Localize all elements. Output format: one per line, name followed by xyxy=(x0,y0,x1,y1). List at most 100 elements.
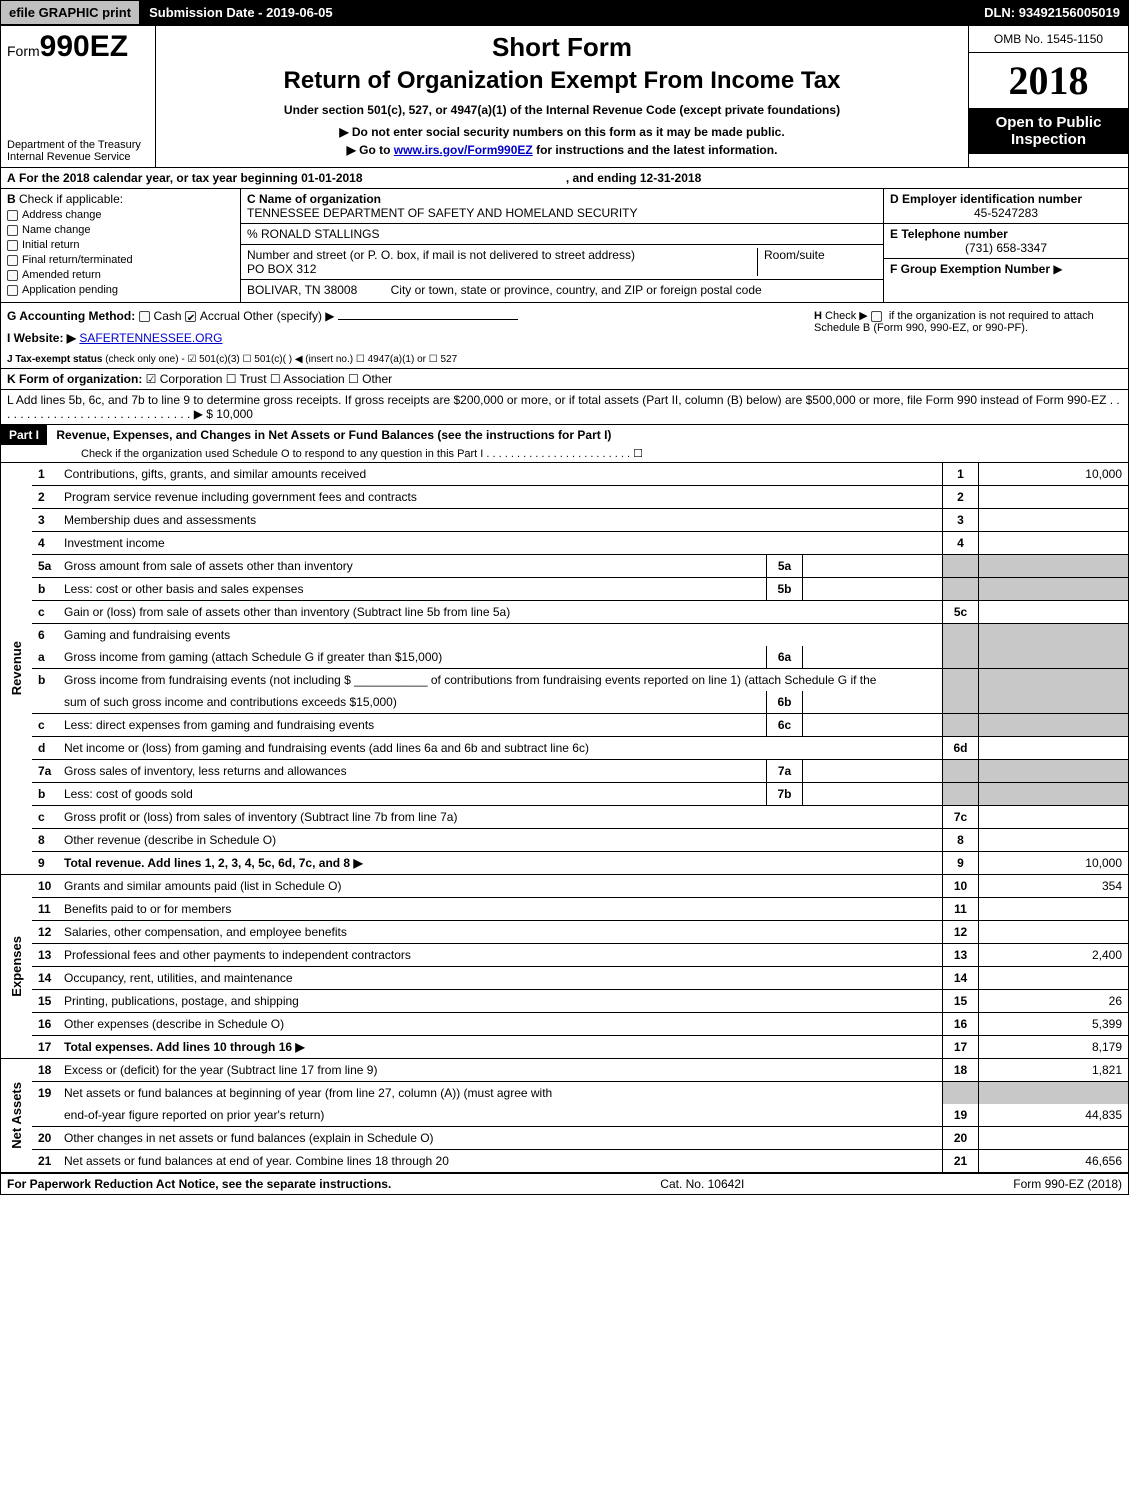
k-label: K Form of organization: xyxy=(7,372,142,386)
tax-year: 2018 xyxy=(969,53,1128,108)
right-line-value[interactable]: 10,000 xyxy=(979,852,1129,875)
mid-line-value[interactable] xyxy=(803,578,943,601)
right-line-value[interactable]: 354 xyxy=(979,875,1129,898)
open-public-2: Inspection xyxy=(973,131,1124,148)
right-line-value[interactable] xyxy=(979,1127,1129,1150)
c-addr-block: Number and street (or P. O. box, if mail… xyxy=(241,245,883,280)
mid-line-number: 5a xyxy=(767,555,803,578)
right-line-value[interactable]: 8,179 xyxy=(979,1036,1129,1059)
cat-no: Cat. No. 10642I xyxy=(660,1177,744,1191)
line-number: 14 xyxy=(32,967,58,990)
mid-line-number: 6b xyxy=(767,691,803,714)
right-line-value[interactable] xyxy=(979,829,1129,852)
line-a-label: A xyxy=(7,171,16,185)
checkbox-icon[interactable] xyxy=(7,240,18,251)
line-description: Net assets or fund balances at end of ye… xyxy=(58,1150,943,1173)
mid-line-value[interactable] xyxy=(803,555,943,578)
line-description: Professional fees and other payments to … xyxy=(58,944,943,967)
line-number: b xyxy=(32,578,58,601)
irs-link[interactable]: www.irs.gov/Form990EZ xyxy=(394,143,533,157)
right-line-number: 3 xyxy=(943,509,979,532)
d-ein-block: D Employer identification number 45-5247… xyxy=(884,189,1128,224)
checkbox-icon[interactable] xyxy=(7,225,18,236)
website-link[interactable]: SAFERTENNESSEE.ORG xyxy=(79,331,222,345)
checkbox-icon[interactable] xyxy=(7,255,18,266)
mid-line-value[interactable] xyxy=(803,760,943,783)
part1-header-row: Part I Revenue, Expenses, and Changes in… xyxy=(0,425,1129,463)
h-checkbox[interactable] xyxy=(871,311,882,322)
mid-line-number: 6c xyxy=(767,714,803,737)
other-specify-input[interactable] xyxy=(338,319,518,320)
check-initial-return[interactable]: Initial return xyxy=(7,239,234,251)
right-line-value[interactable]: 26 xyxy=(979,990,1129,1013)
mid-line-value[interactable] xyxy=(803,783,943,806)
checkbox-icon[interactable] xyxy=(7,285,18,296)
line-description: Total expenses. Add lines 10 through 16 … xyxy=(58,1036,943,1059)
right-line-value[interactable]: 2,400 xyxy=(979,944,1129,967)
mid-line-value[interactable] xyxy=(803,714,943,737)
right-line-value[interactable] xyxy=(979,509,1129,532)
mid-line-value[interactable] xyxy=(803,646,943,669)
line-description: Printing, publications, postage, and shi… xyxy=(58,990,943,1013)
check-final-return[interactable]: Final return/terminated xyxy=(7,254,234,266)
table-row: bLess: cost or other basis and sales exp… xyxy=(1,578,1129,601)
line-description: Gaming and fundraising events xyxy=(58,624,943,647)
right-line-number: 2 xyxy=(943,486,979,509)
open-public: Open to Public Inspection xyxy=(969,108,1128,154)
d-label: D Employer identification number xyxy=(890,192,1122,206)
checkbox-icon[interactable] xyxy=(7,210,18,221)
radio-cash[interactable] xyxy=(139,311,150,322)
right-line-value[interactable] xyxy=(979,806,1129,829)
mid-line-number: 7a xyxy=(767,760,803,783)
ein-value: 45-5247283 xyxy=(890,206,1122,220)
right-line-value[interactable] xyxy=(979,921,1129,944)
right-line-value[interactable] xyxy=(979,532,1129,555)
right-val-grey xyxy=(979,714,1129,737)
right-line-value[interactable]: 46,656 xyxy=(979,1150,1129,1173)
table-row: 17Total expenses. Add lines 10 through 1… xyxy=(1,1036,1129,1059)
top-bar: efile GRAPHIC print Submission Date - 20… xyxy=(0,0,1129,25)
cbx-label: Address change xyxy=(22,209,102,221)
line-h: H Check ▶ if the organization is not req… xyxy=(808,303,1128,351)
check-address-change[interactable]: Address change xyxy=(7,209,234,221)
right-line-value[interactable]: 10,000 xyxy=(979,463,1129,486)
b-heading: Check if applicable: xyxy=(19,192,123,206)
right-line-value[interactable]: 1,821 xyxy=(979,1059,1129,1082)
right-line-number: 5c xyxy=(943,601,979,624)
check-name-change[interactable]: Name change xyxy=(7,224,234,236)
table-row: 19Net assets or fund balances at beginni… xyxy=(1,1082,1129,1105)
line-description: Program service revenue including govern… xyxy=(58,486,943,509)
check-amended-return[interactable]: Amended return xyxy=(7,269,234,281)
line-description: Other revenue (describe in Schedule O) xyxy=(58,829,943,852)
table-row: cLess: direct expenses from gaming and f… xyxy=(1,714,1129,737)
table-row: 3Membership dues and assessments3 xyxy=(1,509,1129,532)
line-number: 4 xyxy=(32,532,58,555)
right-line-value[interactable] xyxy=(979,601,1129,624)
h-label: H xyxy=(814,310,822,322)
right-line-number: 11 xyxy=(943,898,979,921)
table-row: cGross profit or (loss) from sales of in… xyxy=(1,806,1129,829)
right-line-value[interactable] xyxy=(979,898,1129,921)
arrow-icon: ▶ xyxy=(292,1040,305,1054)
line-description: Less: cost or other basis and sales expe… xyxy=(58,578,767,601)
right-line-value[interactable] xyxy=(979,737,1129,760)
right-line-value[interactable] xyxy=(979,486,1129,509)
check-application-pending[interactable]: Application pending xyxy=(7,284,234,296)
dln-value: 93492156005019 xyxy=(1019,5,1120,20)
checkbox-icon[interactable] xyxy=(7,270,18,281)
mid-line-number: 7b xyxy=(767,783,803,806)
line-number: 8 xyxy=(32,829,58,852)
right-val-grey xyxy=(979,783,1129,806)
line-number: 9 xyxy=(32,852,58,875)
right-line-value[interactable]: 5,399 xyxy=(979,1013,1129,1036)
right-line-value[interactable]: 44,835 xyxy=(979,1104,1129,1127)
mid-line-value[interactable] xyxy=(803,691,943,714)
line-description: end-of-year figure reported on prior yea… xyxy=(58,1104,943,1127)
line-g: G Accounting Method: Cash Accrual Other … xyxy=(1,303,808,351)
topbar-left: efile GRAPHIC print Submission Date - 20… xyxy=(1,1,341,24)
radio-accrual[interactable] xyxy=(185,311,196,322)
right-line-value[interactable] xyxy=(979,967,1129,990)
efile-print-button[interactable]: efile GRAPHIC print xyxy=(1,1,141,24)
addr-value: PO BOX 312 xyxy=(247,262,757,276)
right-val-grey xyxy=(979,578,1129,601)
